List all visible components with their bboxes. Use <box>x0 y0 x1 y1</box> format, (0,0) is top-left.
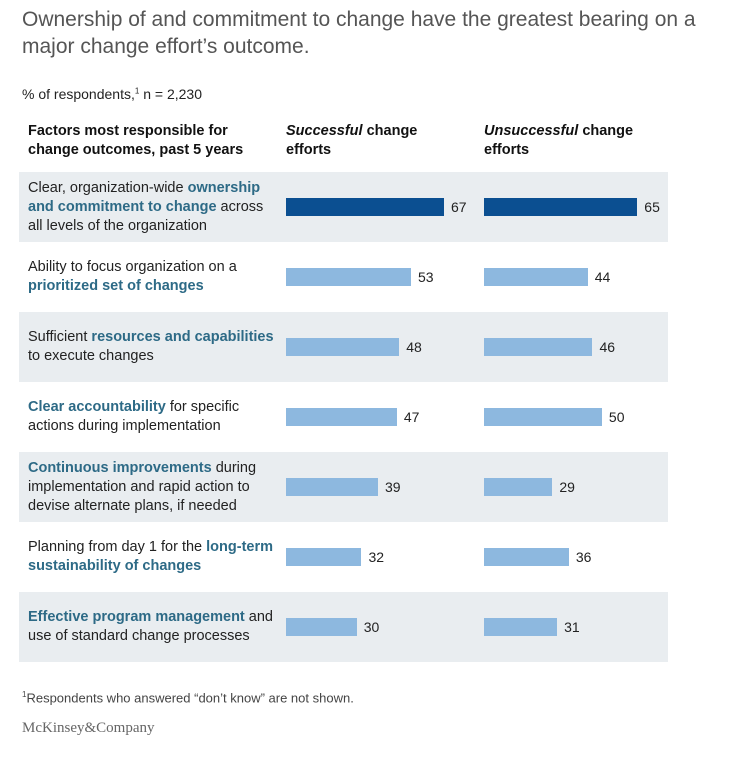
table-row: Ability to focus organization on a prior… <box>19 242 668 312</box>
successful-bar <box>286 338 400 356</box>
table-row: Clear, organization-wide ownership and c… <box>19 172 668 242</box>
category-label-text: Ability to focus organization on a prior… <box>28 258 278 296</box>
successful-value-label: 39 <box>384 479 401 495</box>
unsuccessful-bar <box>484 548 569 566</box>
table-row: Effective program management and use of … <box>19 592 668 662</box>
unsuccessful-value-label: 46 <box>599 339 616 355</box>
successful-bar <box>286 268 411 286</box>
unsuccessful-rest: change efforts <box>484 123 634 158</box>
chart-title: Ownership of and commitment to change ha… <box>22 8 696 58</box>
successful-bar <box>286 198 444 216</box>
category-label: Sufficient resources and capabilities to… <box>28 312 278 382</box>
unsuccessful-bar <box>484 408 602 426</box>
category-label-emphasis: resources and capabilities <box>91 329 274 345</box>
unsuccessful-emphasis: Unsuccessful <box>484 123 579 139</box>
category-label-part: to execute changes <box>28 348 154 364</box>
unsuccessful-value-label: 36 <box>575 549 592 565</box>
successful-rest: change efforts <box>286 123 418 158</box>
unsuccessful-bar <box>484 198 638 216</box>
successful-value-label: 32 <box>368 549 385 565</box>
category-label-text: Clear accountability for specific action… <box>28 398 278 436</box>
category-label-part: Clear, organization-wide <box>28 179 188 196</box>
unsuccessful-value-label: 31 <box>564 619 580 635</box>
category-label-text: Planning from day 1 for the long-term su… <box>28 538 278 576</box>
successful-emphasis: Successful <box>286 123 363 139</box>
footnote-mark: 1 <box>22 690 27 699</box>
unsuccessful-bar <box>484 268 588 286</box>
category-label-text: Continuous improvements during implement… <box>28 459 278 516</box>
table-row: Planning from day 1 for the long-term su… <box>19 522 668 592</box>
successful-bar <box>286 618 357 636</box>
unsuccessful-value-label: 65 <box>644 199 660 215</box>
chart-subtitle: % of respondents,1 n = 2,230 <box>22 86 202 102</box>
table-row: Continuous improvements during implement… <box>19 452 668 522</box>
unsuccessful-bar <box>484 618 558 636</box>
category-label-part: Sufficient <box>28 329 92 345</box>
column-header-successful: Successful change efforts <box>286 122 466 160</box>
category-label-part: Planning from day 1 for the <box>28 539 207 555</box>
unsuccessful-bar <box>484 478 553 496</box>
category-label-part: and use of standard change processes <box>28 609 273 644</box>
subtitle-n: n = 2,230 <box>139 86 202 102</box>
subtitle-text: % of respondents, <box>22 86 135 102</box>
footnote: 1Respondents who answered “don’t know” a… <box>22 690 354 705</box>
category-label: Clear, organization-wide ownership and c… <box>28 172 278 242</box>
category-label-emphasis: long-term sustainability of changes <box>28 539 273 574</box>
column-header-factors: Factors most responsible for change outc… <box>28 123 244 158</box>
category-label-part: across all levels of the organization <box>28 198 264 234</box>
successful-bar <box>286 548 362 566</box>
category-label-emphasis: Continuous improvements <box>28 459 212 476</box>
subtitle-footnote-mark: 1 <box>134 86 140 96</box>
category-label: Continuous improvements during implement… <box>28 452 278 522</box>
category-label: Planning from day 1 for the long-term su… <box>28 522 278 592</box>
column-header-unsuccessful: Unsuccessful change efforts <box>484 122 664 160</box>
category-label-part: Ability to focus organization on a <box>28 259 237 275</box>
category-label: Effective program management and use of … <box>28 592 278 662</box>
unsuccessful-value-label: 50 <box>608 409 625 425</box>
category-label-emphasis: prioritized set of changes <box>28 278 204 294</box>
category-label-text: Clear, organization-wide ownership and c… <box>28 179 278 236</box>
category-label-part: during implementation and rapid action t… <box>28 459 257 514</box>
category-label-text: Effective program management and use of … <box>28 608 278 646</box>
category-label-text: Sufficient resources and capabilities to… <box>28 328 278 366</box>
table-row: Sufficient resources and capabilities to… <box>19 312 668 382</box>
category-label-emphasis: ownership and commitment to change <box>28 179 261 215</box>
successful-bar <box>286 478 378 496</box>
footnote-text: Respondents who answered “don’t know” ar… <box>26 690 354 706</box>
successful-value-label: 67 <box>451 199 467 215</box>
successful-bar <box>286 408 397 426</box>
category-label-emphasis: Clear accountability <box>28 399 166 415</box>
unsuccessful-value-label: 29 <box>559 479 575 495</box>
category-label: Clear accountability for specific action… <box>28 382 278 452</box>
successful-value-label: 47 <box>403 409 420 425</box>
unsuccessful-value-label: 44 <box>594 269 611 285</box>
successful-value-label: 48 <box>406 339 422 355</box>
category-label: Ability to focus organization on a prior… <box>28 242 278 312</box>
category-label-emphasis: Effective program management <box>28 609 245 625</box>
category-label-part: for specific actions during implementati… <box>28 399 240 434</box>
successful-value-label: 30 <box>363 619 380 635</box>
table-row: Clear accountability for specific action… <box>19 382 668 452</box>
unsuccessful-bar <box>484 338 593 356</box>
successful-value-label: 53 <box>417 269 434 285</box>
company-logo: McKinsey&Company <box>22 720 155 736</box>
